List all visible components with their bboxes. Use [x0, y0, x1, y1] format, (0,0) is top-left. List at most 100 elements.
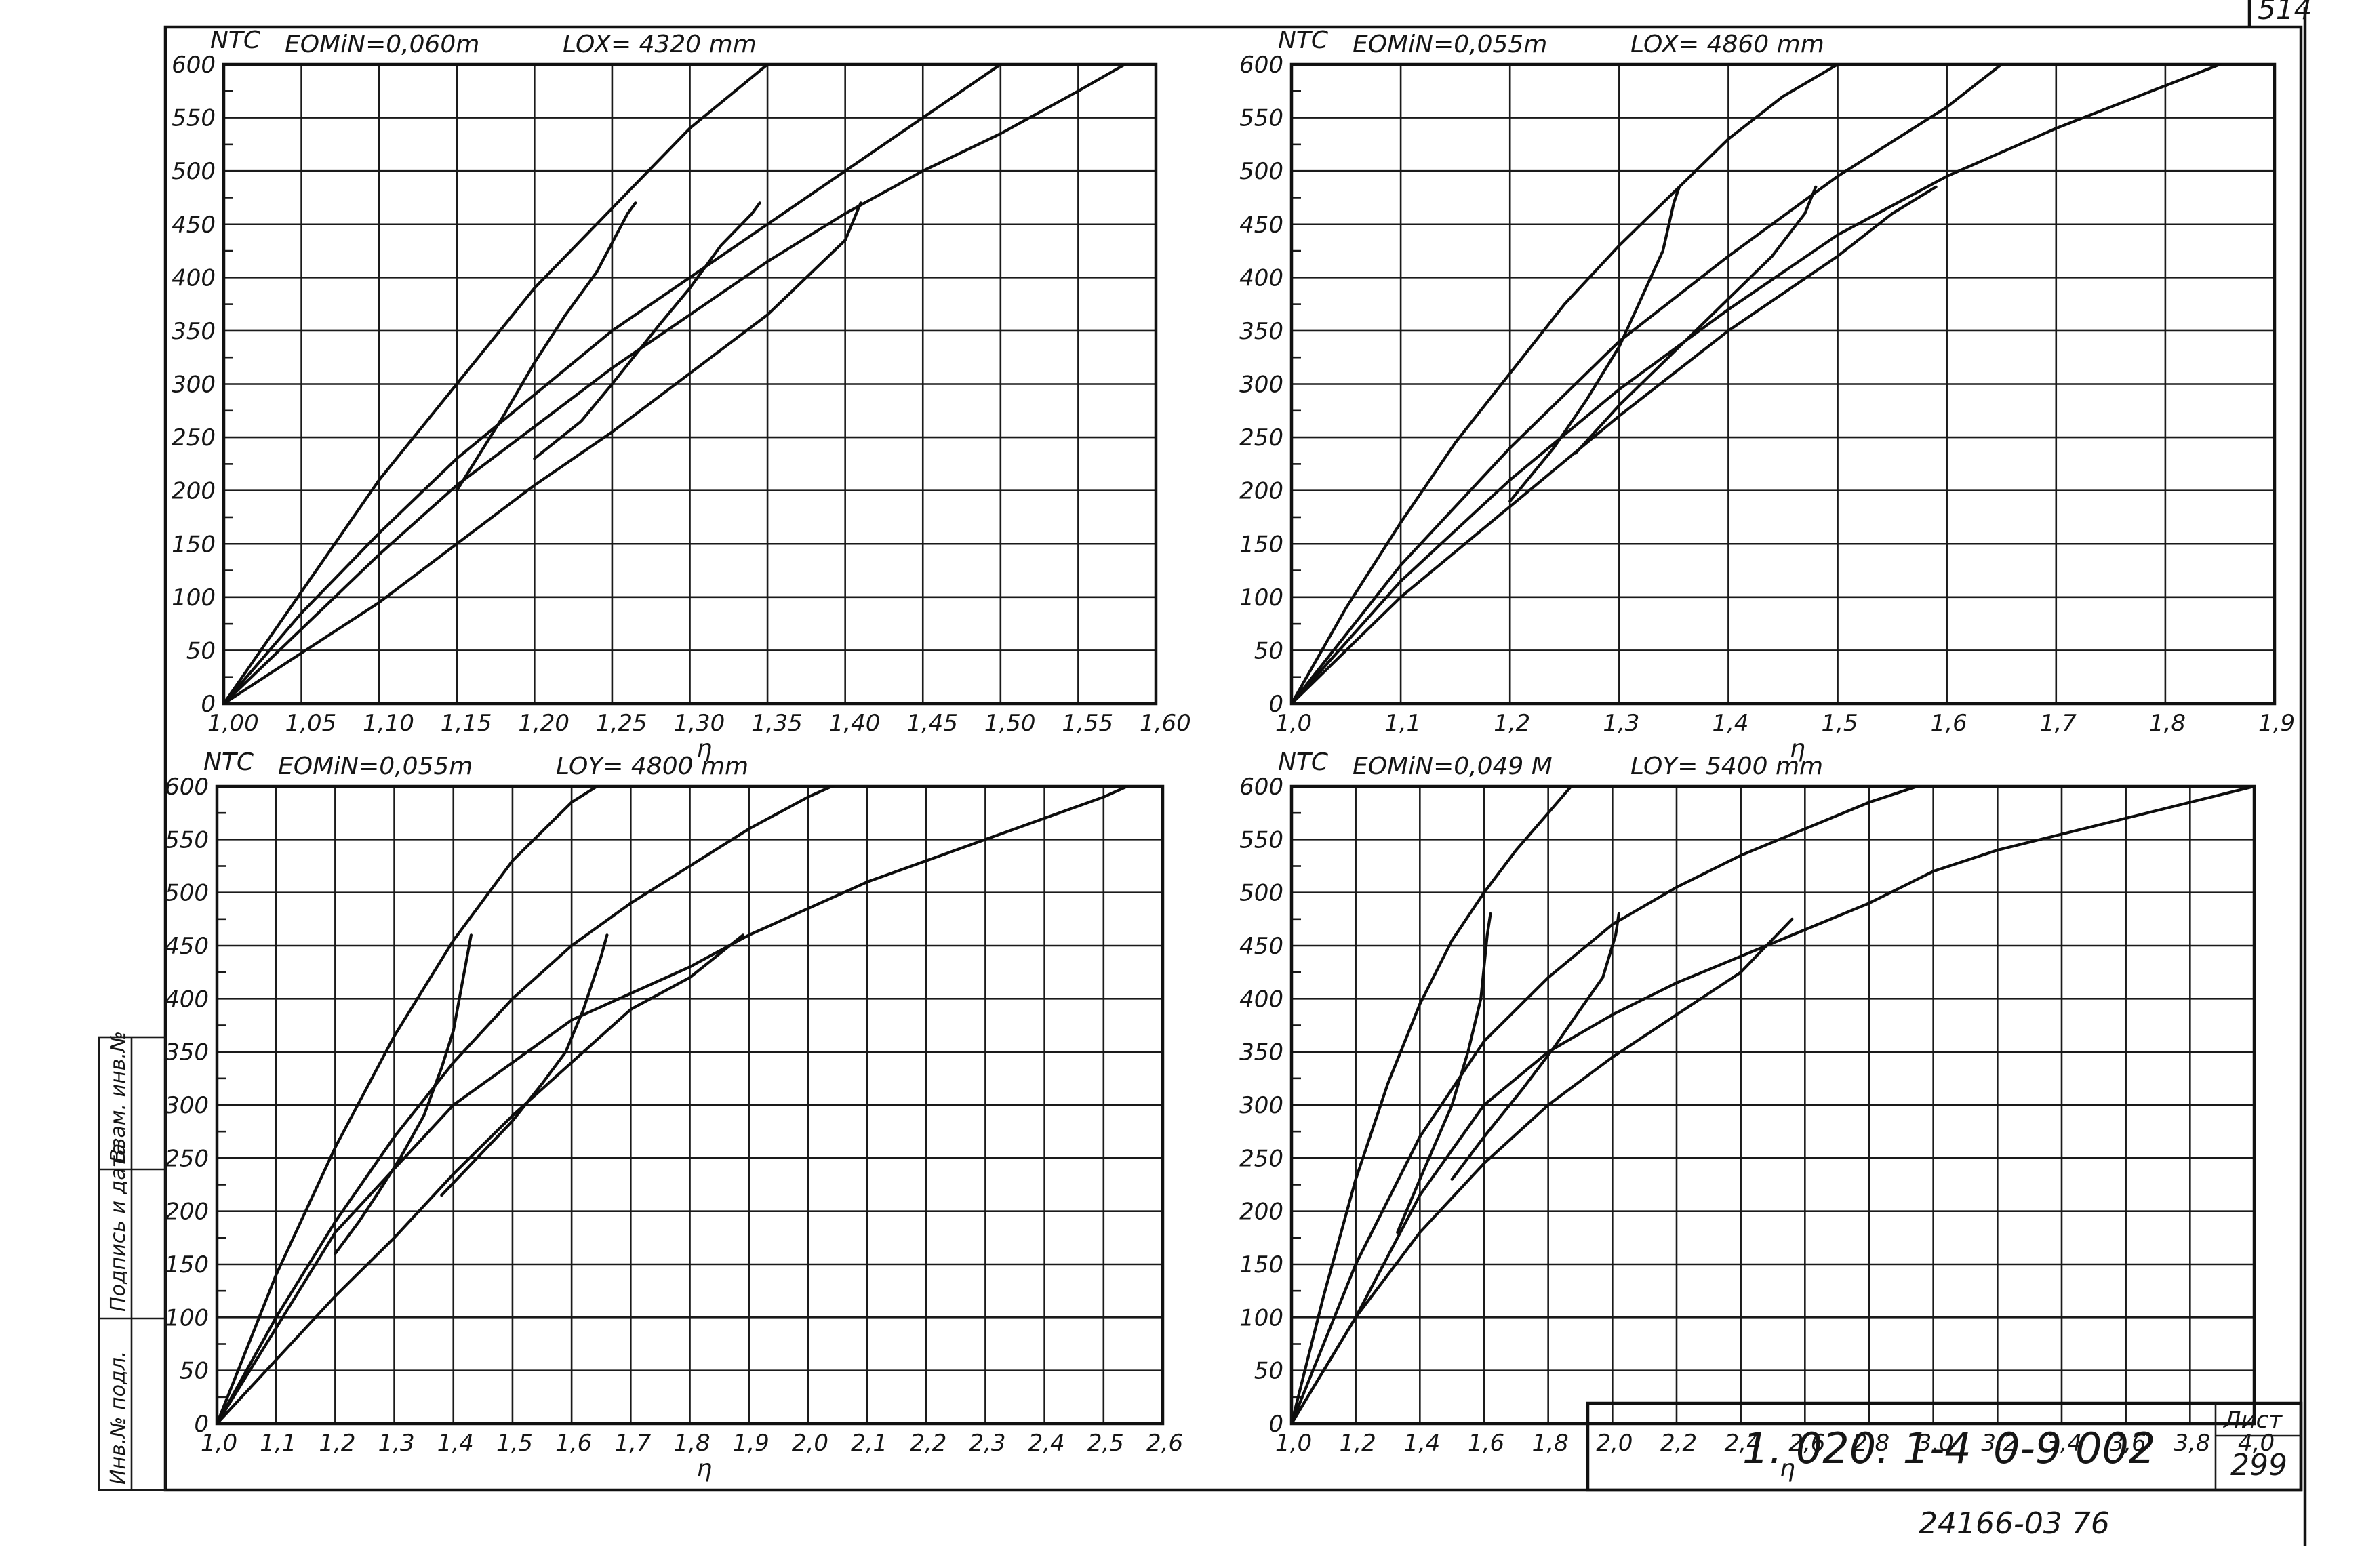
- plot-frame: [215, 784, 1165, 1426]
- y-tick-label: 400: [172, 264, 216, 292]
- x-tick-label: 1,30: [674, 710, 725, 737]
- side-label-replace: Взам. инв.№: [106, 1031, 130, 1163]
- series-line-1: [217, 786, 600, 1424]
- x-axis-label: η: [697, 1455, 713, 1483]
- y-tick-label: 200: [165, 1199, 209, 1226]
- x-tick-label: 1,35: [751, 710, 803, 737]
- x-tick-label: 1,05: [285, 710, 337, 737]
- series-line-5: [334, 933, 473, 1255]
- x-tick-label: 2,3: [969, 1430, 1005, 1457]
- y-tick-label: 100: [1239, 1304, 1283, 1331]
- x-tick-label: 1,9: [733, 1430, 769, 1457]
- y-tick-label: 50: [1254, 1358, 1283, 1385]
- y-axis-label: NTC: [203, 748, 254, 776]
- x-tick-label: 1,1: [260, 1430, 296, 1457]
- series-line-3: [224, 64, 1127, 704]
- y-axis-label: NTC: [210, 26, 261, 54]
- x-tick-label: 2,4: [1028, 1430, 1065, 1457]
- series-line-6: [533, 201, 761, 460]
- series-line-6: [440, 933, 609, 1197]
- y-tick-label: 100: [165, 1304, 209, 1331]
- y-tick-label: 250: [1239, 424, 1283, 451]
- x-tick-label: 1,55: [1062, 710, 1113, 737]
- y-tick-label: 450: [172, 212, 216, 239]
- y-tick-label: 450: [1239, 212, 1283, 239]
- series-line-2: [1292, 64, 2003, 704]
- plot-frame: [222, 62, 1158, 706]
- x-tick-label: 1,8: [674, 1430, 710, 1457]
- x-tick-label: 2,1: [851, 1430, 887, 1457]
- chart-param-eccentricity: EOMiN=0,049 M: [1353, 752, 1553, 780]
- chart-param-eccentricity: EOMiN=0,055m: [278, 752, 473, 780]
- x-axis-label: η: [1790, 735, 1805, 763]
- y-axis-label: NTC: [1278, 26, 1329, 54]
- y-tick-label: 250: [172, 424, 216, 451]
- archive-number: 24166-03 76: [1919, 1506, 2110, 1541]
- document-number: 0-9 002: [1993, 1424, 2155, 1473]
- plot-frame: [1289, 62, 2277, 706]
- chart-panel-bottom-right: 1,0 1,2 1,4 1,6 1,8 2,0 2,2 2,4 2,6 2,8 3,0 3,2 3,4 3…: [1239, 748, 2275, 1483]
- x-tick-label: 2,0: [1596, 1430, 1633, 1457]
- x-tick-label: 1,9: [2258, 710, 2295, 737]
- y-tick-label: 200: [172, 478, 216, 505]
- x-tick-label: 1,2: [319, 1430, 355, 1457]
- series-line-1: [224, 64, 769, 704]
- series-line-4: [224, 201, 862, 704]
- y-tick-label: 450: [1239, 933, 1283, 960]
- chart-param-length: LOX= 4320 mm: [563, 31, 757, 58]
- title-block: 1. 020. 1-4 0-9 002 Лист 299: [1586, 1401, 2303, 1492]
- x-tick-label: 3,8: [2174, 1430, 2210, 1457]
- x-tick-label: 2,8: [1853, 1430, 1889, 1457]
- sheet-frame: [163, 25, 2303, 1492]
- series-line-6: [1574, 185, 1818, 455]
- chart-panel-top-left: 1,00 1,05 1,10 1,15 1,20 1,25 1,30 1,35 1,40 1,45…: [172, 26, 1191, 763]
- x-tick-label: 3,4: [2045, 1430, 2082, 1457]
- y-tick-label: 50: [180, 1358, 209, 1385]
- chart-param-length: LOY= 4800 mm: [556, 752, 748, 780]
- y-tick-label: 50: [1254, 637, 1283, 664]
- x-tick-label: 2,2: [1660, 1430, 1697, 1457]
- y-tick-label: 500: [1239, 880, 1283, 907]
- x-tick-label: 3,2: [1981, 1430, 2018, 1457]
- x-tick-label: 2,0: [792, 1430, 828, 1457]
- series-line-3: [1292, 64, 2222, 704]
- y-tick-label: 300: [172, 371, 216, 399]
- y-tick-label: 500: [165, 880, 209, 907]
- series-line-1: [1292, 64, 1839, 704]
- x-axis-label: η: [1780, 1455, 1795, 1483]
- x-tick-label: 2,5: [1087, 1430, 1124, 1457]
- y-tick-label: 550: [172, 105, 216, 132]
- y-tick-label: 600: [1239, 773, 1283, 801]
- y-tick-label: 250: [165, 1145, 209, 1172]
- x-axis-label: η: [697, 735, 713, 763]
- x-tick-label: 1,8: [2149, 710, 2186, 737]
- y-tick-label: 500: [172, 158, 216, 185]
- y-tick-label: 600: [1239, 52, 1283, 79]
- x-tick-label: 2,6: [1146, 1430, 1183, 1457]
- side-label-sign: Подпись и дата: [106, 1144, 130, 1312]
- y-tick-label: 350: [1239, 318, 1283, 345]
- x-tick-label: 1,6: [1468, 1430, 1504, 1457]
- x-tick-label: 1,4: [1403, 1430, 1440, 1457]
- series-line-3: [217, 786, 1129, 1424]
- corner-sheet-number: 514: [2258, 0, 2312, 26]
- series-line-4: [1292, 917, 1794, 1424]
- y-tick-label: 450: [165, 933, 209, 960]
- x-tick-label: 1,20: [518, 710, 569, 737]
- chart-param-eccentricity: EOMiN=0,060m: [285, 31, 479, 58]
- x-tick-label: 2,2: [910, 1430, 946, 1457]
- x-tick-label: 1,0: [1275, 710, 1312, 737]
- x-tick-label: 1,40: [829, 710, 881, 737]
- x-tick-label: 1,7: [614, 1430, 651, 1457]
- x-tick-label: 3,0: [1917, 1430, 1954, 1457]
- x-tick-label: 1,50: [984, 710, 1036, 737]
- y-tick-label: 300: [1239, 1092, 1283, 1119]
- x-tick-label: 1,3: [1603, 710, 1639, 737]
- y-tick-label: 0: [201, 691, 216, 718]
- y-tick-label: 400: [165, 986, 209, 1013]
- y-tick-label: 400: [1239, 264, 1283, 292]
- y-axis-label: NTC: [1278, 748, 1329, 776]
- y-tick-label: 500: [1239, 158, 1283, 185]
- x-tick-label: 1,10: [363, 710, 414, 737]
- x-tick-label: 1,0: [201, 1430, 237, 1457]
